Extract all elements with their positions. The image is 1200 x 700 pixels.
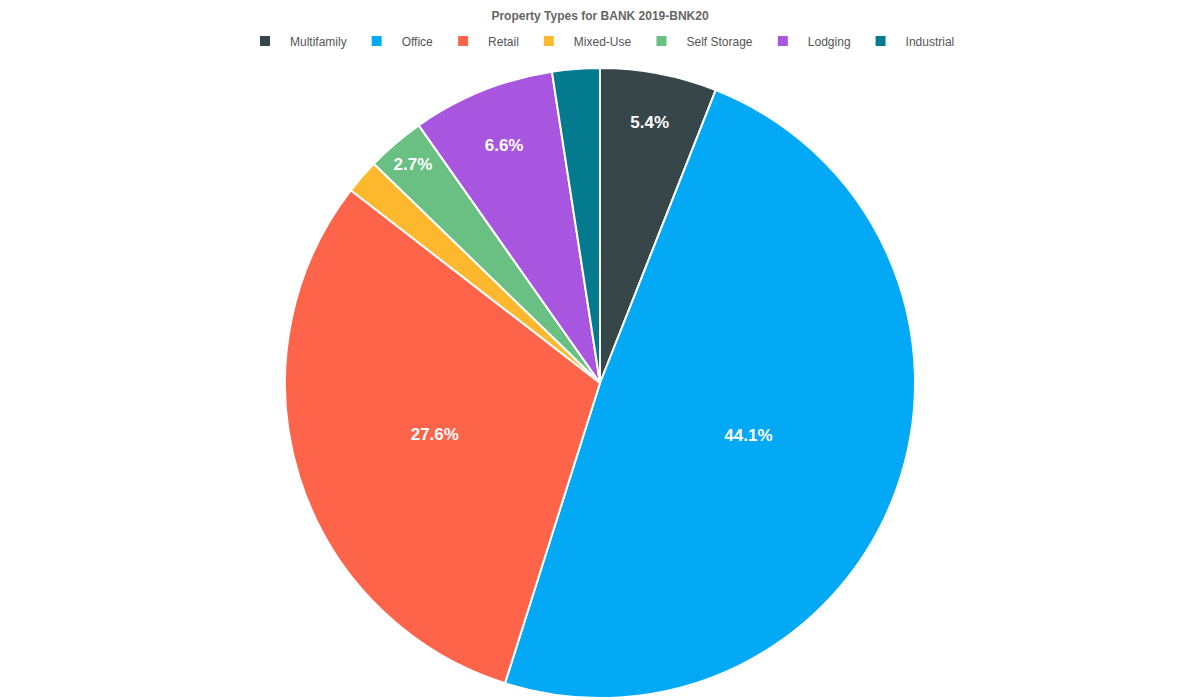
svg-text:6.6%: 6.6% <box>485 136 524 155</box>
svg-text:Industrial: Industrial <box>906 35 955 49</box>
svg-text:Self Storage: Self Storage <box>686 35 752 49</box>
svg-text:Retail: Retail <box>488 35 519 49</box>
svg-text:2.7%: 2.7% <box>394 155 433 174</box>
svg-text:27.6%: 27.6% <box>411 425 459 444</box>
svg-text:Property Types for BANK 2019-B: Property Types for BANK 2019-BNK20 <box>491 9 708 23</box>
svg-text:44.1%: 44.1% <box>724 426 772 445</box>
svg-text:Mixed-Use: Mixed-Use <box>574 35 632 49</box>
svg-text:5.4%: 5.4% <box>630 113 669 132</box>
svg-text:Office: Office <box>402 35 433 49</box>
svg-text:Lodging: Lodging <box>808 35 851 49</box>
svg-text:Multifamily: Multifamily <box>290 35 347 49</box>
